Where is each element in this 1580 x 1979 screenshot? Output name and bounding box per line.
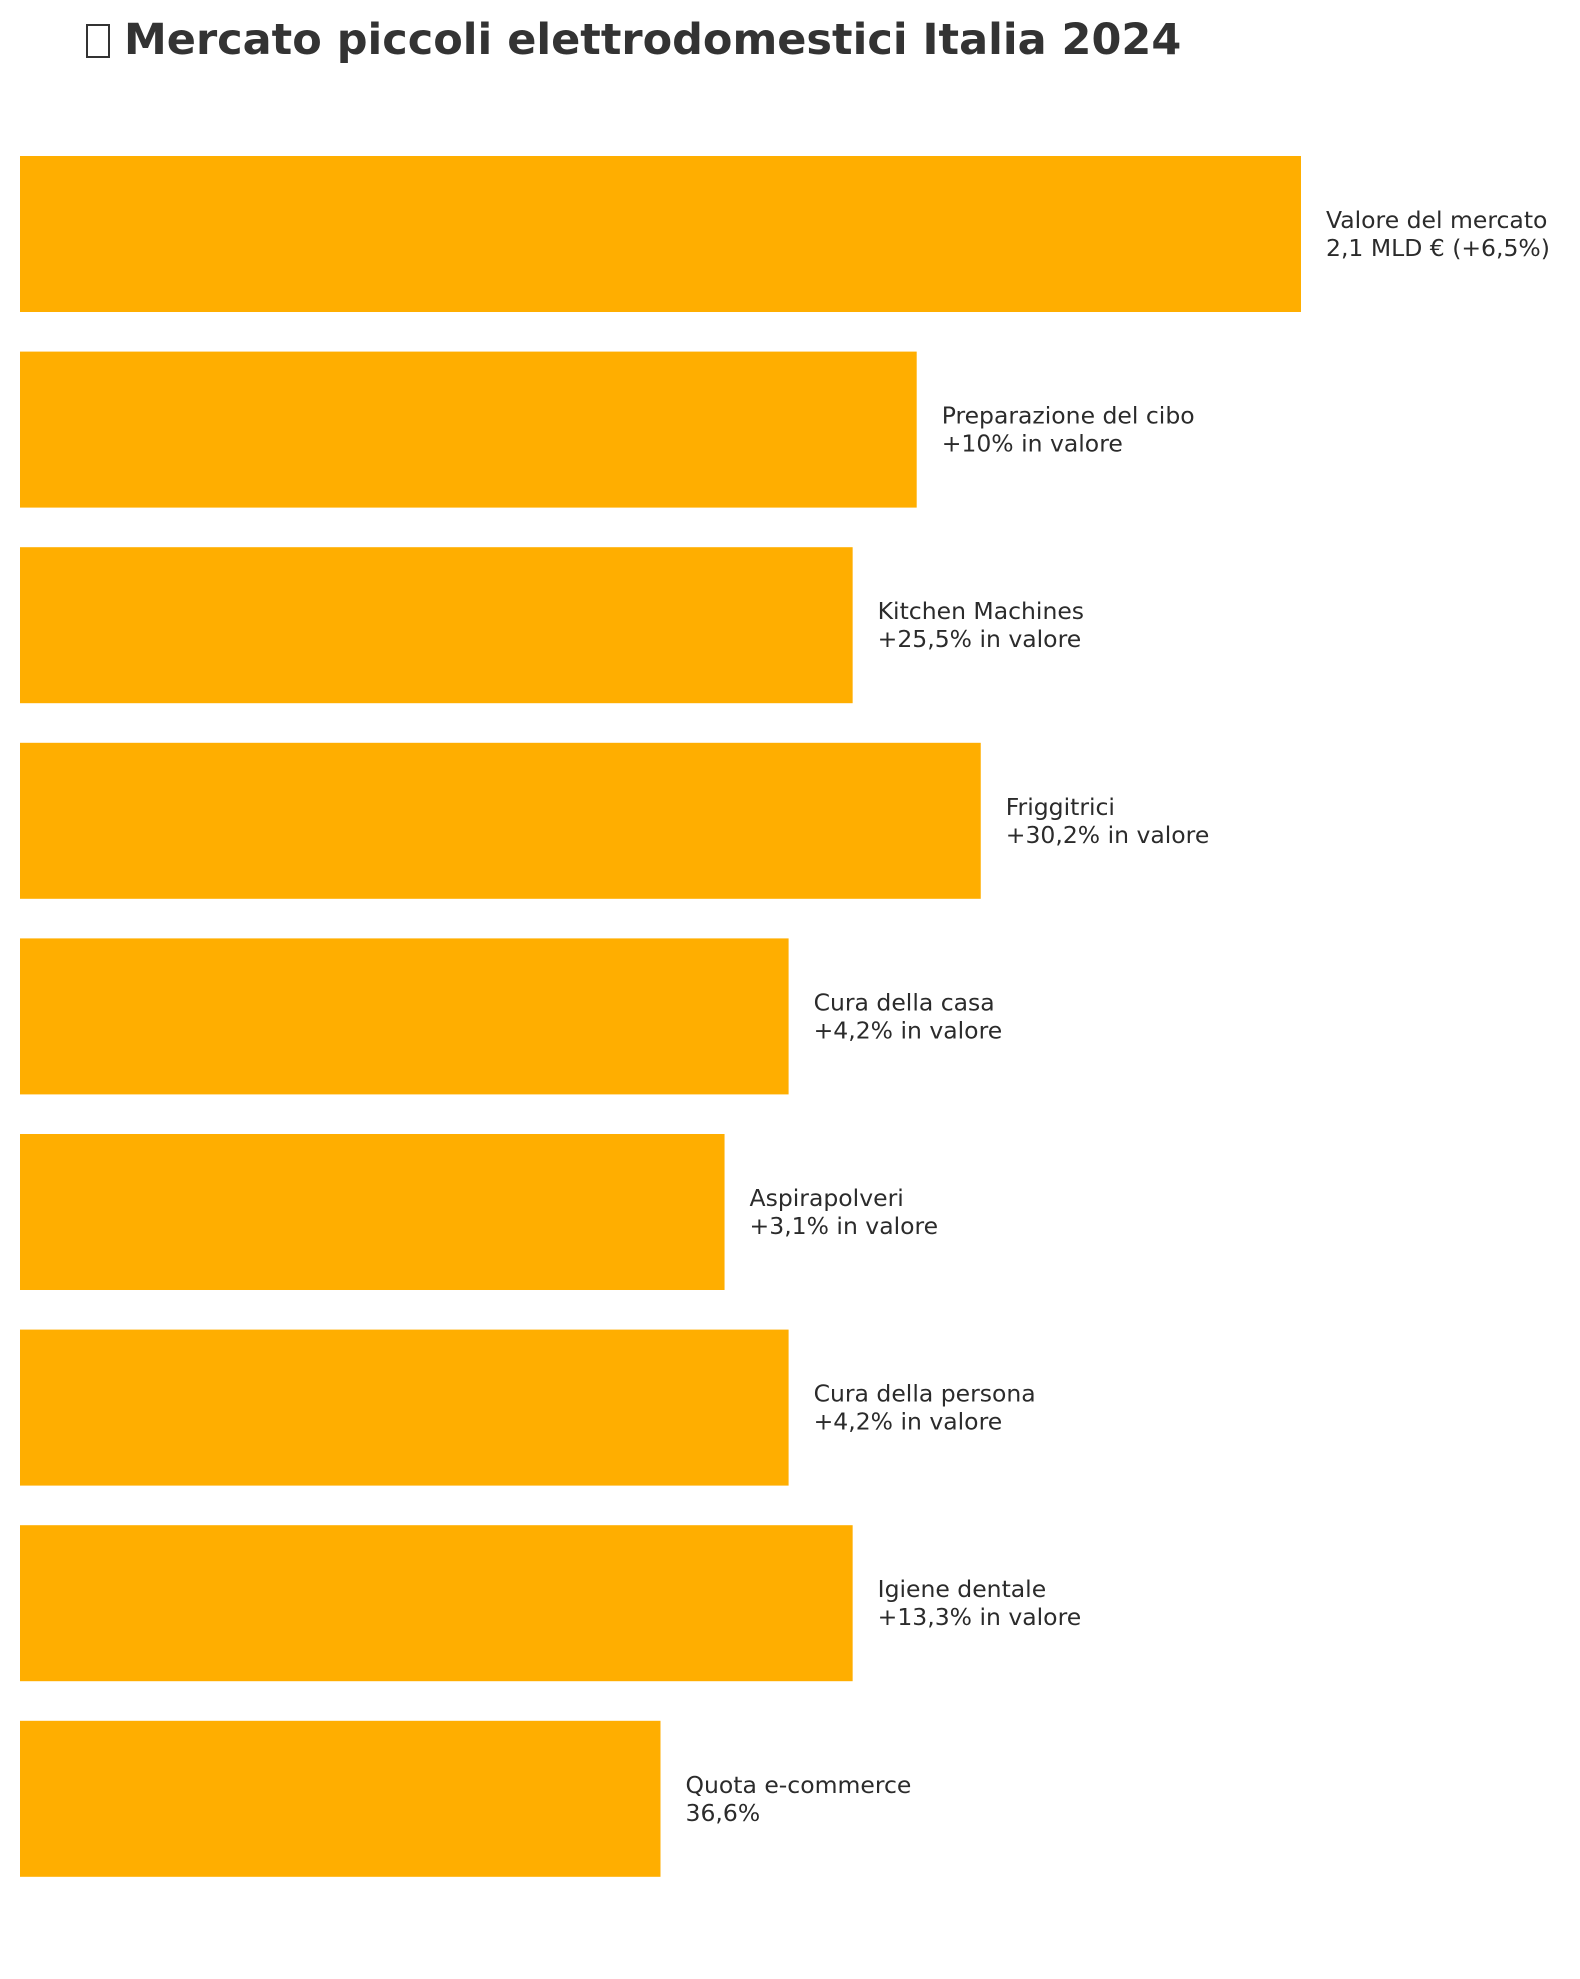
bar-label-6: Cura della persona +4,2% in valore — [814, 1380, 1036, 1436]
chart-title: Mercato piccoli elettrodomestici Italia … — [86, 10, 1181, 70]
bars-group — [20, 156, 1301, 1877]
bar-label-2: Kitchen Machines +25,5% in valore — [878, 597, 1084, 653]
category-label-7: Igiene dentale — [878, 1575, 1047, 1603]
bar-6 — [20, 1329, 789, 1486]
missing-glyph-icon — [86, 24, 110, 58]
value-label-8: 36,6% — [686, 1799, 761, 1827]
value-label-1: +10% in valore — [942, 430, 1123, 458]
bar-1 — [20, 351, 917, 508]
value-label-2: +25,5% in valore — [878, 625, 1082, 653]
bar-label-8: Quota e-commerce 36,6% — [686, 1771, 912, 1827]
category-label-3: Friggitrici — [1006, 793, 1115, 821]
value-label-4: +4,2% in valore — [814, 1016, 1003, 1044]
bar-4 — [20, 938, 789, 1095]
bar-label-0: Valore del mercato 2,1 MLD € (+6,5%) — [1326, 206, 1550, 262]
chart-title-text: Mercato piccoli elettrodomestici Italia … — [124, 15, 1182, 65]
labels-group: Valore del mercato 2,1 MLD € (+6,5%) Prepa… — [686, 206, 1550, 1827]
bar-5 — [20, 1134, 725, 1290]
category-label-5: Aspirapolveri — [750, 1184, 904, 1212]
bar-label-3: Friggitrici +30,2% in valore — [1006, 793, 1210, 849]
bar-label-5: Aspirapolveri +3,1% in valore — [750, 1184, 939, 1240]
bar-0 — [20, 156, 1301, 312]
bar-8 — [20, 1720, 661, 1877]
category-label-1: Preparazione del cibo — [942, 402, 1195, 430]
bar-2 — [20, 547, 853, 704]
bar-label-7: Igiene dentale +13,3% in valore — [878, 1575, 1082, 1631]
category-label-2: Kitchen Machines — [878, 597, 1084, 625]
bar-label-4: Cura della casa +4,2% in valore — [814, 988, 1003, 1044]
value-label-3: +30,2% in valore — [1006, 821, 1210, 849]
value-label-5: +3,1% in valore — [750, 1212, 939, 1240]
value-label-6: +4,2% in valore — [814, 1408, 1003, 1436]
category-label-6: Cura della persona — [814, 1380, 1036, 1408]
bar-label-1: Preparazione del cibo +10% in valore — [942, 402, 1195, 458]
value-label-7: +13,3% in valore — [878, 1603, 1082, 1631]
category-label-4: Cura della casa — [814, 988, 995, 1016]
category-label-8: Quota e-commerce — [686, 1771, 912, 1799]
value-label-0: 2,1 MLD € (+6,5%) — [1326, 234, 1550, 262]
category-label-0: Valore del mercato — [1326, 206, 1547, 234]
bar-7 — [20, 1525, 853, 1682]
bar-3 — [20, 742, 981, 899]
